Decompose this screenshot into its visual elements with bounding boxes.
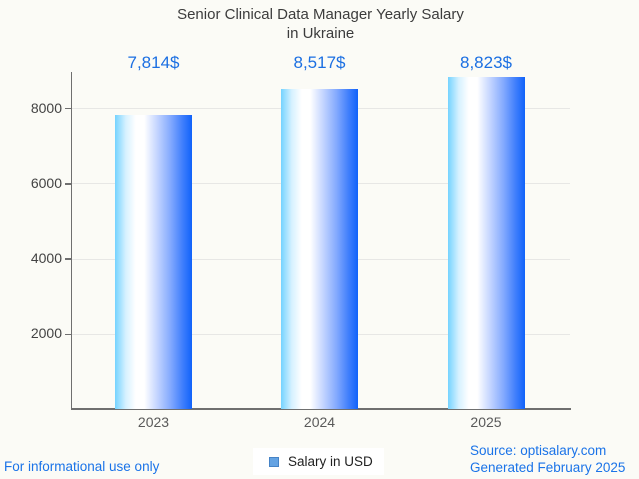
footer-generated-line: Generated February 2025	[470, 459, 626, 475]
legend-label: Salary in USD	[288, 454, 373, 469]
legend-swatch-icon	[269, 456, 279, 467]
bar[interactable]	[115, 115, 192, 409]
x-category-label: 2023	[137, 414, 170, 430]
footer-disclaimer: For informational use only	[4, 459, 160, 474]
bar-value-label: 8,517$	[293, 53, 346, 72]
y-tick-label: 4000	[30, 250, 62, 267]
x-category-label: 2024	[303, 414, 336, 430]
bar-value-label: 8,823$	[460, 53, 512, 72]
chart-title-line1: Senior Clinical Data Manager Yearly Sala…	[177, 6, 464, 23]
footer-source-line: Source: optisalary.com	[470, 443, 607, 458]
y-axis-tick	[64, 333, 71, 335]
y-tick-label: 6000	[30, 174, 62, 191]
y-axis-tick	[64, 107, 71, 110]
y-tick-label: 8000	[30, 99, 62, 116]
bar[interactable]	[281, 88, 358, 409]
y-axis-line	[70, 72, 72, 410]
y-tick-label: 2000	[30, 325, 62, 342]
plot-area: 7,814$ 8,517$ 8,823$	[71, 53, 570, 409]
footer-source-block: Source: optisalary.com Generated Februar…	[470, 443, 625, 476]
chart-title-line2: in Ukraine	[286, 25, 355, 42]
y-axis-tick	[64, 258, 71, 260]
chart-title: Senior Clinical Data Manager Yearly Sala…	[71, 5, 570, 43]
legend[interactable]: Salary in USD	[253, 448, 384, 475]
bar[interactable]	[447, 77, 525, 409]
x-category-label: 2025	[470, 414, 502, 430]
y-axis-tick	[64, 183, 71, 185]
bar-value-label: 7,814$	[127, 53, 180, 72]
